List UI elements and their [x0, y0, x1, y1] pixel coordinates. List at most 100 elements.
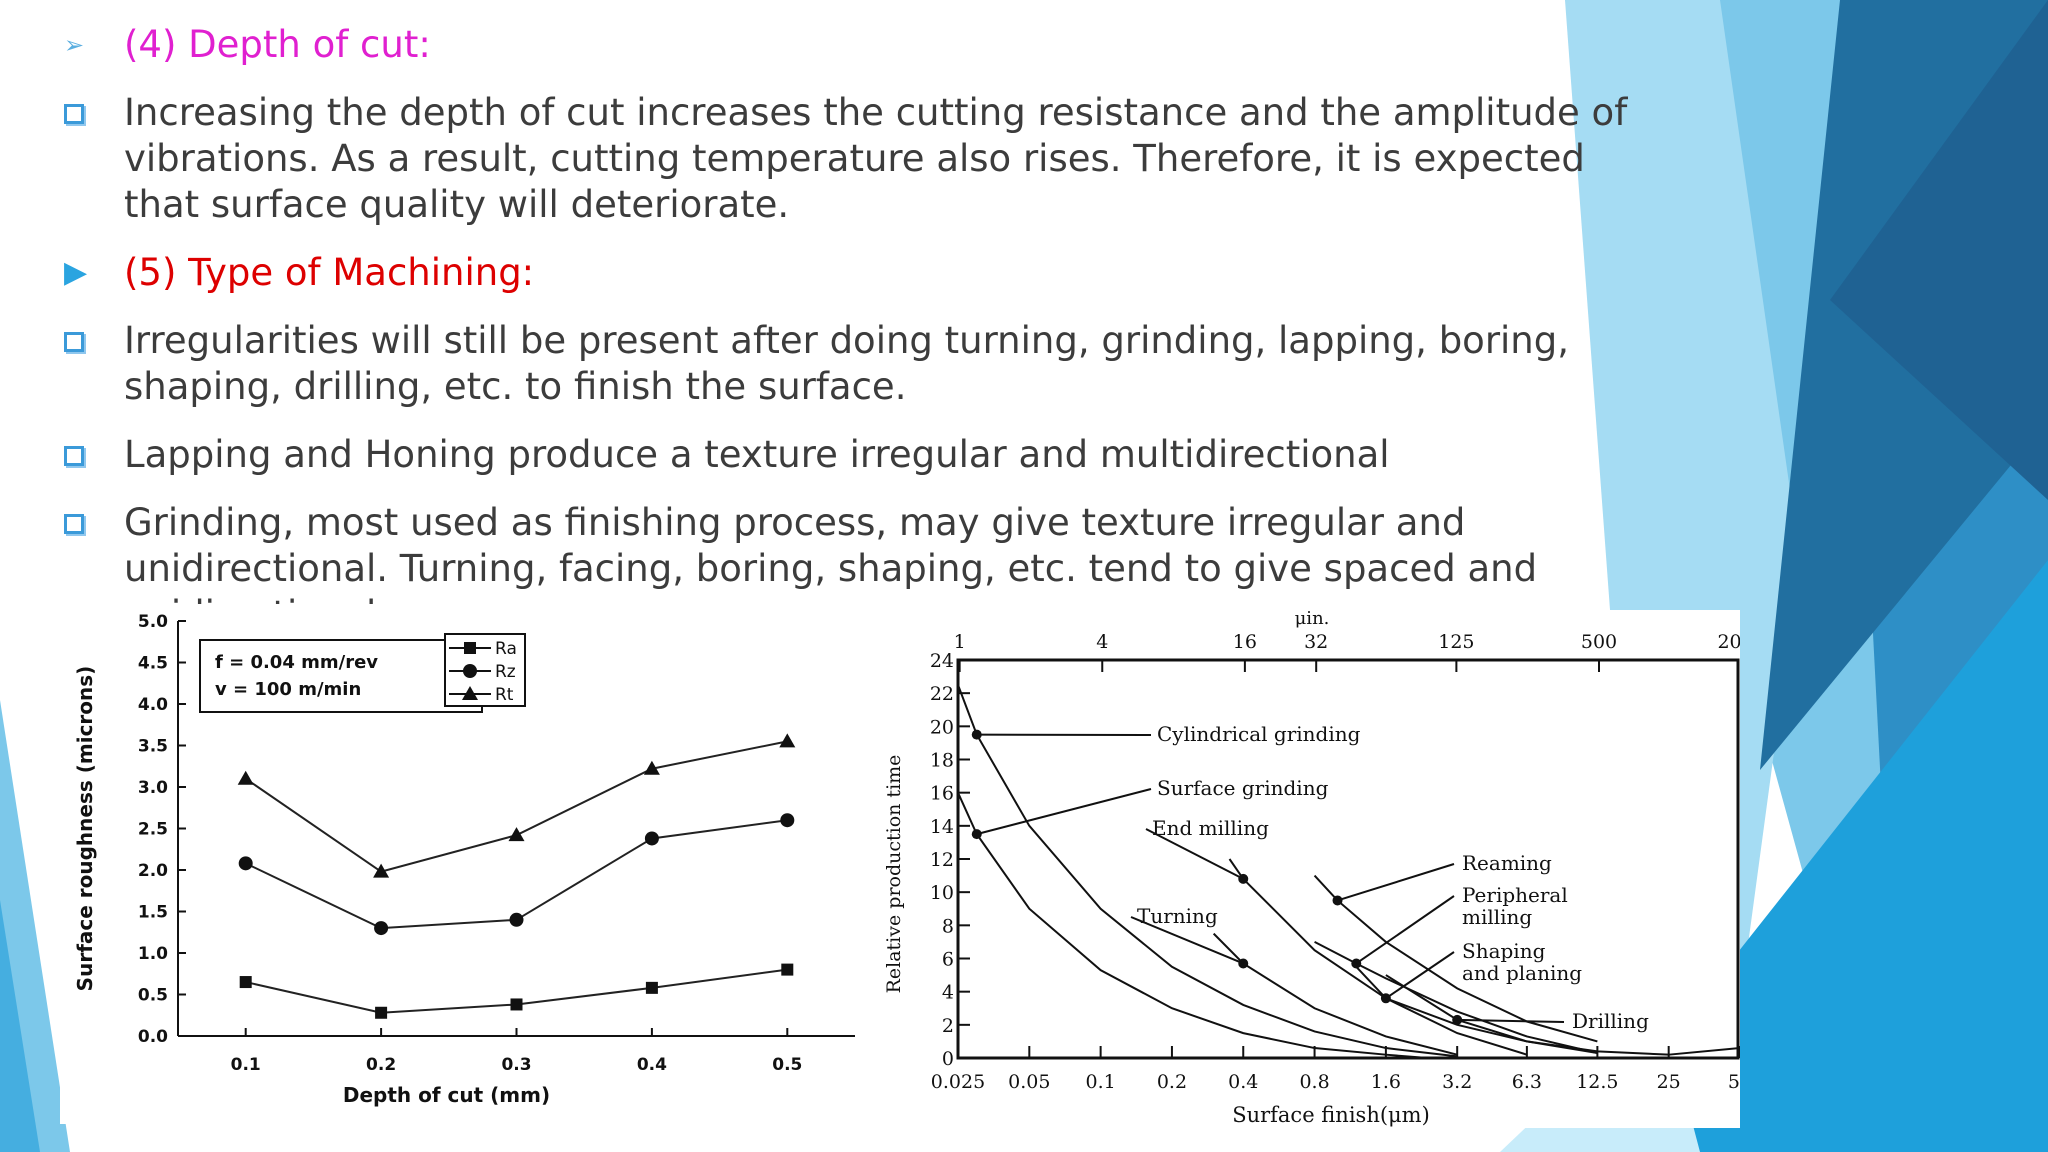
x-tick-label: 50 — [1728, 1071, 1740, 1093]
bullet-text: Increasing the depth of cut increases th… — [124, 91, 1628, 226]
bullet-list: ➢ (4) Depth of cut: Increasing the depth … — [60, 22, 1660, 660]
y-tick-label: 14 — [930, 816, 954, 838]
annotation-box — [199, 639, 483, 713]
curve-label-end-milling: End milling — [1152, 816, 1269, 840]
y-tick-label: 4.0 — [138, 695, 168, 715]
data-point-rt — [779, 733, 796, 748]
curve-reaming — [1313, 874, 1598, 1043]
x-tick-label: 0.5 — [772, 1055, 802, 1075]
annotation-text: v = 100 m/min — [215, 679, 361, 700]
data-point-rt — [643, 760, 660, 775]
x-tick-label: 0.8 — [1299, 1071, 1329, 1093]
y-tick-label: 6 — [942, 949, 954, 971]
label-pointer-dot — [971, 829, 982, 840]
series-line-rt — [245, 740, 788, 873]
heading-depth-of-cut: ➢ (4) Depth of cut: — [60, 22, 1660, 68]
label-pointer-dot — [971, 729, 982, 740]
bullet-text: Irregularities will still be present aft… — [124, 319, 1570, 408]
legend-label-rt: Rt — [495, 685, 514, 705]
x-tick-label: 0.05 — [1008, 1071, 1050, 1093]
bullet-text: (4) Depth of cut: — [124, 23, 431, 66]
legend-label-ra: Ra — [495, 639, 517, 659]
square-bullet-icon — [64, 318, 84, 367]
triangle-bullet-icon: ▶ — [64, 255, 88, 290]
label-leader-line — [1457, 1018, 1565, 1023]
label-leader-line — [1145, 828, 1244, 880]
square-bullet-icon — [64, 432, 84, 481]
x-tick-label: 0.025 — [931, 1071, 985, 1093]
data-point-rt — [237, 770, 254, 785]
top-tick-label: 32 — [1304, 631, 1328, 653]
heading-type-of-machining: ▶ (5) Type of Machining: — [60, 250, 1660, 296]
y-tick-label: 4 — [942, 982, 954, 1004]
bullet-irregularities: Irregularities will still be present aft… — [60, 318, 1660, 410]
square-bullet-icon — [64, 90, 84, 139]
curve-label-shaping-and-planing: Shaping — [1462, 939, 1546, 963]
data-point-rz — [509, 912, 524, 927]
data-point-rz — [780, 813, 795, 828]
legend-label-rz: Rz — [495, 662, 516, 682]
y-tick-label: 2.5 — [138, 820, 168, 840]
label-leader-line — [1385, 951, 1455, 1000]
top-tick-label: 16 — [1233, 631, 1257, 653]
data-point-rz — [644, 831, 659, 846]
y-tick-label: 2.0 — [138, 861, 168, 881]
top-axis-label: μin. — [1295, 610, 1330, 629]
y-tick-label: 0.0 — [138, 1027, 168, 1047]
arrow-bullet-icon: ➢ — [64, 31, 85, 59]
y-tick-label: 3.0 — [138, 778, 168, 798]
legend-marker-rt — [462, 686, 478, 700]
x-tick-label: 6.3 — [1512, 1071, 1542, 1093]
x-tick-label: 0.1 — [231, 1055, 261, 1075]
legend-marker-ra — [464, 642, 476, 654]
x-tick-label: 3.2 — [1442, 1071, 1472, 1093]
top-tick-label: 2000 — [1717, 631, 1740, 653]
y-tick-label: 16 — [930, 783, 954, 805]
top-tick-label: 500 — [1581, 631, 1617, 653]
y-tick-label: 5.0 — [138, 612, 168, 632]
y-tick-label: 0 — [942, 1048, 954, 1070]
label-pointer-dot — [1238, 958, 1249, 969]
x-tick-label: 12.5 — [1576, 1071, 1618, 1093]
y-tick-label: 3.5 — [138, 737, 168, 757]
data-point-ra — [645, 981, 658, 994]
curve-drilling — [1385, 974, 1741, 1056]
y-tick-label: 24 — [930, 650, 954, 672]
x-axis-label: Depth of cut (mm) — [343, 1083, 550, 1107]
production-time-vs-finish-chart: 0 2 4 6 8 10 12 14 16 18 20 22 24 0.025 0.05 0.1 0.2 0.4 0… — [872, 608, 1766, 1128]
data-point-rz — [374, 921, 389, 936]
y-axis-label: Relative production time — [883, 755, 905, 994]
curve-peripheral-milling — [1314, 941, 1598, 1054]
x-axis-label: Surface finish(μm) — [1232, 1103, 1430, 1127]
curve-turning — [1212, 932, 1458, 1056]
y-tick-label: 2 — [942, 1015, 954, 1037]
data-point-ra — [781, 963, 794, 976]
curve-surface-grinding — [957, 792, 1428, 1059]
x-tick-label: 0.1 — [1086, 1071, 1116, 1093]
y-axis-label: Surface roughness (microns) — [73, 666, 97, 992]
data-point-ra — [510, 998, 523, 1011]
label-leader-line — [1130, 916, 1244, 965]
x-tick-label: 0.2 — [366, 1055, 396, 1075]
curve-label-surface-grinding: Surface grinding — [1157, 776, 1329, 800]
x-tick-label: 0.3 — [501, 1055, 531, 1075]
legend-marker-rz — [463, 664, 477, 678]
plot-frame — [956, 658, 1740, 1060]
curve-cylindrical-grinding — [957, 684, 1458, 1058]
curve-label-drilling: Drilling — [1572, 1009, 1649, 1033]
x-tick-label: 1.6 — [1371, 1071, 1401, 1093]
data-point-rz — [238, 856, 253, 871]
y-tick-label: 1.5 — [138, 903, 168, 923]
curve-label-peripheral-milling: Peripheral — [1462, 883, 1568, 907]
bullet-lapping-honing: Lapping and Honing produce a texture irr… — [60, 432, 1660, 478]
data-point-ra — [239, 976, 252, 989]
bullet-depth-of-cut-effect: Increasing the depth of cut increases th… — [60, 90, 1660, 228]
curve-label-reaming: Reaming — [1462, 851, 1552, 875]
curve-label-cylindrical-grinding: Cylindrical grinding — [1157, 722, 1361, 746]
y-tick-label: 22 — [930, 683, 954, 705]
x-tick-label: 25 — [1657, 1071, 1681, 1093]
bullet-text: (5) Type of Machining: — [124, 251, 535, 294]
bullet-text: Lapping and Honing produce a texture irr… — [124, 433, 1390, 476]
curve-label-shaping-and-planing: and planing — [1462, 961, 1582, 985]
